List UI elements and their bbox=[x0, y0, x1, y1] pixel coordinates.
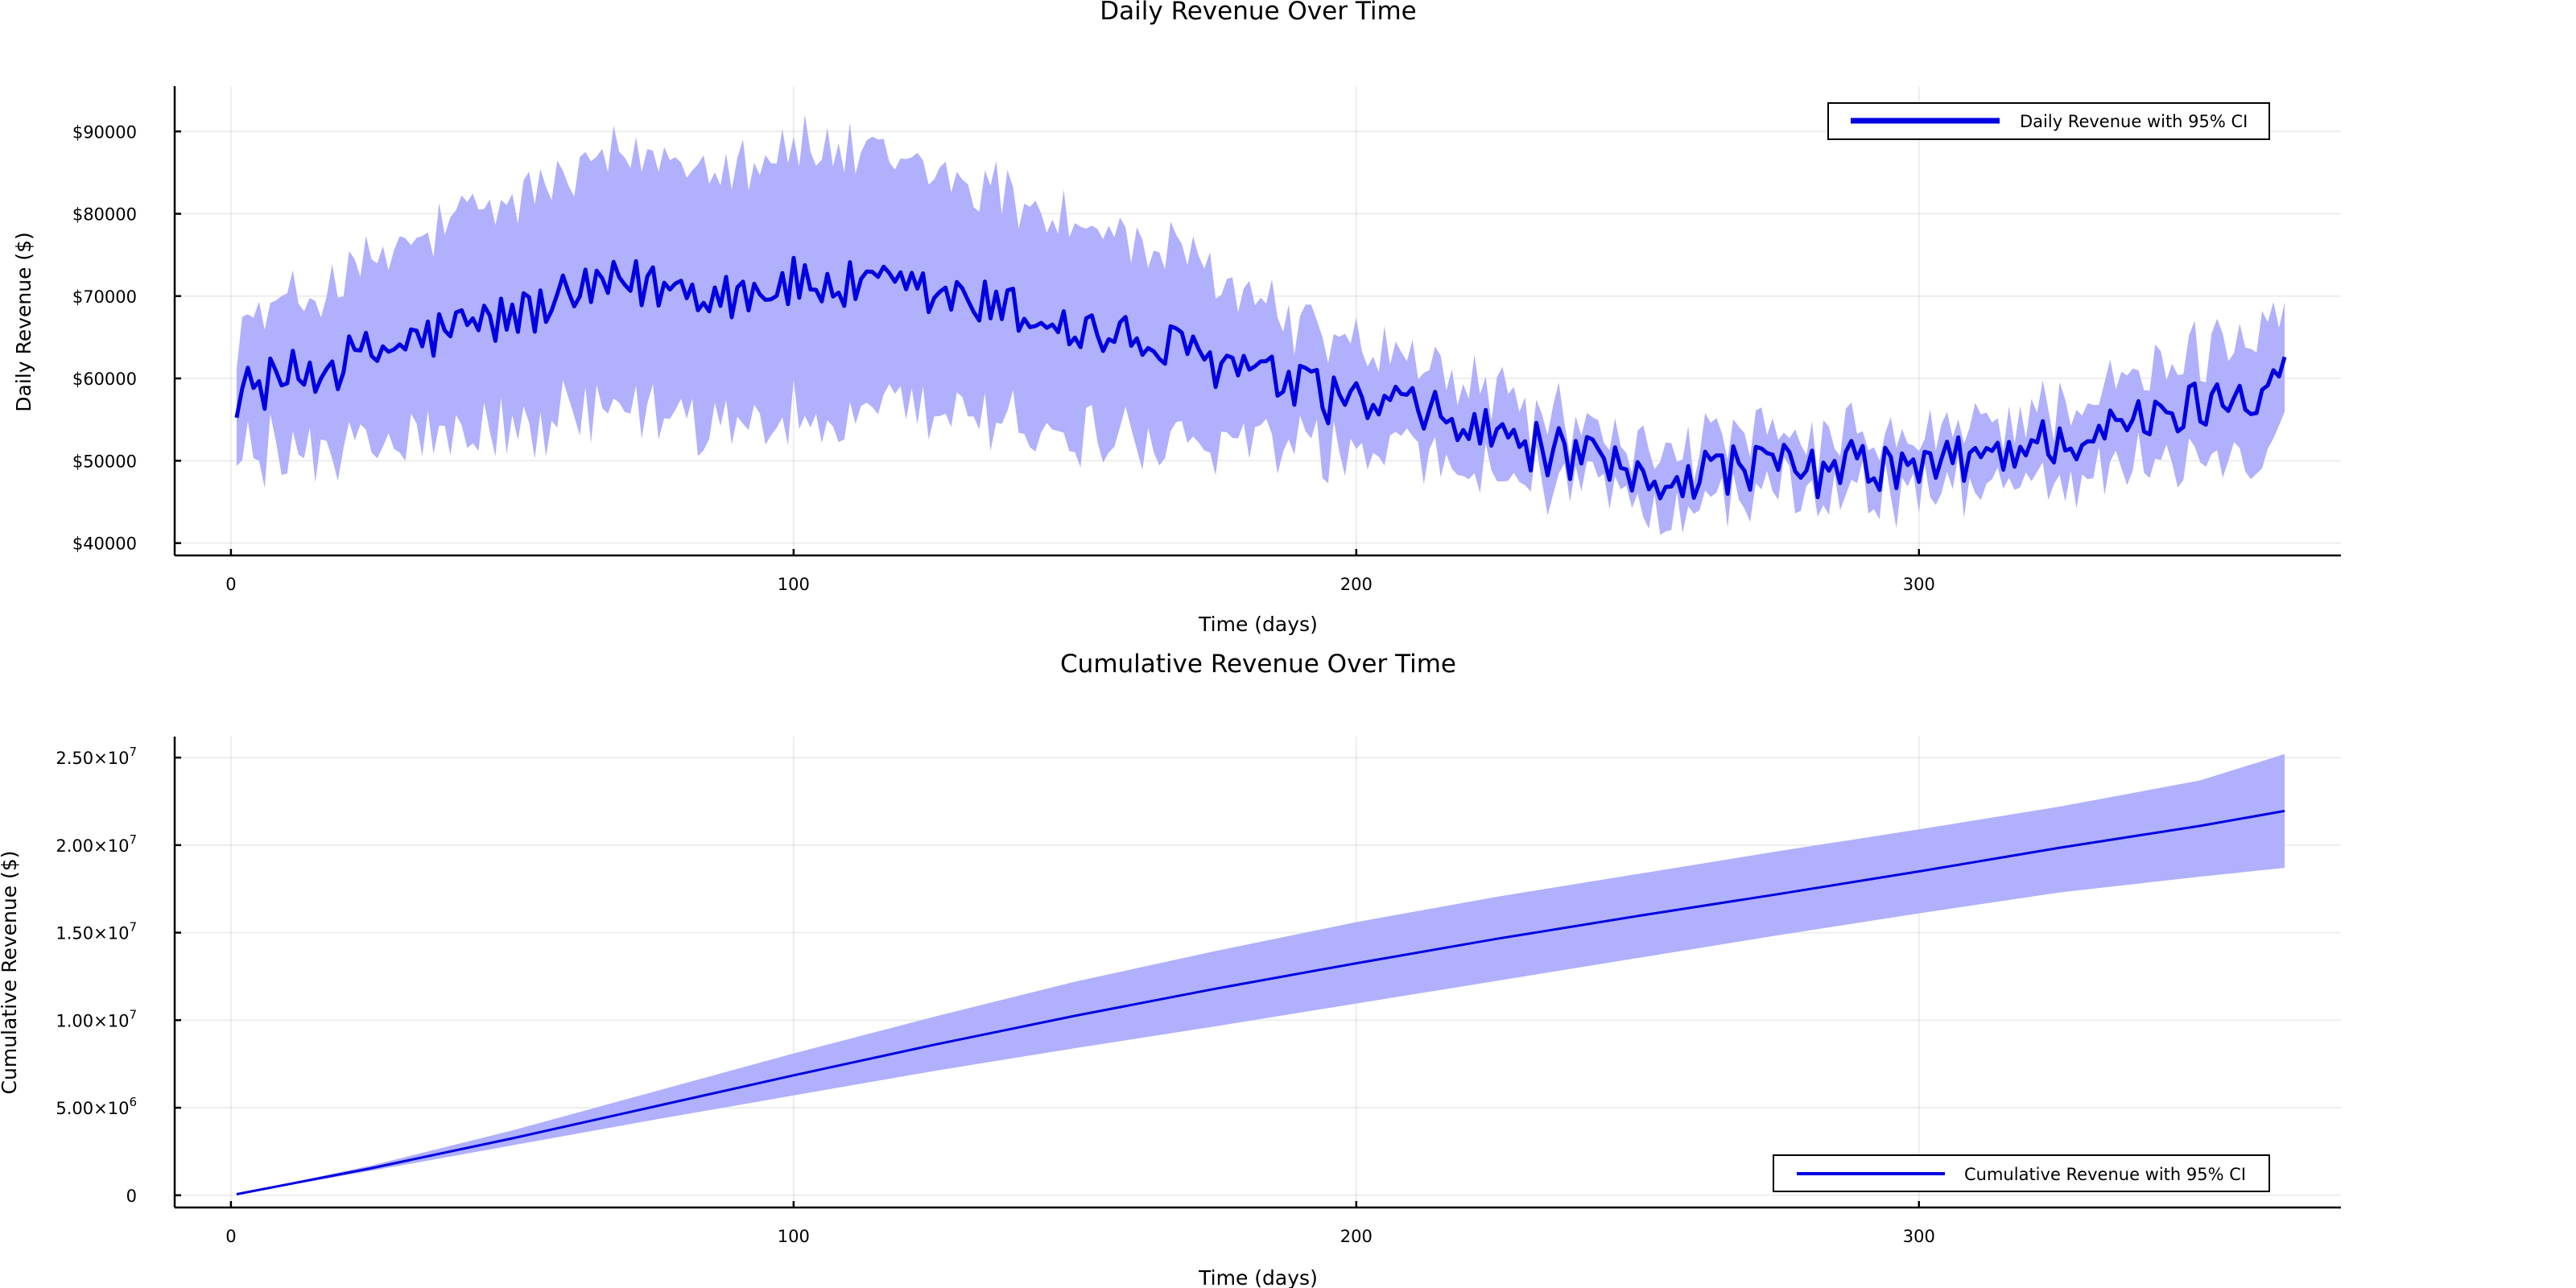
daily-revenue-panel: Daily Revenue Over Time 0 100 200 300 $4000… bbox=[12, 0, 2341, 636]
y-tick-label: $40000 bbox=[72, 535, 137, 554]
y-tick-label: $60000 bbox=[72, 369, 137, 389]
x-axis-label: Time (days) bbox=[1198, 1266, 1318, 1288]
legend: Cumulative Revenue with 95% CI bbox=[1773, 1154, 2270, 1192]
chart-title: Daily Revenue Over Time bbox=[1100, 0, 1416, 26]
x-tick-labels: 0 100 200 300 bbox=[225, 1227, 1935, 1246]
axes bbox=[173, 86, 2341, 557]
y-tick-label: 1.00×107 bbox=[56, 1007, 137, 1030]
legend-label: Daily Revenue with 95% CI bbox=[2020, 112, 2248, 131]
chart-title: Cumulative Revenue Over Time bbox=[1060, 650, 1456, 679]
x-tick-label: 100 bbox=[778, 1227, 810, 1246]
y-tick-label: 2.00×107 bbox=[56, 832, 137, 856]
x-tick-labels: 0 100 200 300 bbox=[225, 575, 1935, 594]
x-tick-label: 0 bbox=[225, 575, 236, 594]
x-tick-label: 200 bbox=[1340, 575, 1373, 594]
legend-label: Cumulative Revenue with 95% CI bbox=[1964, 1165, 2246, 1184]
x-tick-label: 300 bbox=[1903, 575, 1935, 594]
y-tick-label: 2.50×107 bbox=[56, 745, 137, 768]
x-axis-label: Time (days) bbox=[1198, 613, 1318, 636]
ci-band bbox=[236, 114, 2285, 535]
y-tick-label: 0 bbox=[126, 1187, 137, 1206]
ci-band-area bbox=[236, 114, 2285, 535]
y-tick-labels: $40000 $50000 $60000 $70000 $80000 $90000 bbox=[72, 122, 137, 553]
x-tick-label: 100 bbox=[778, 575, 810, 594]
cumulative-revenue-panel: Cumulative Revenue Over Time 0 100 200 300 … bbox=[0, 650, 2341, 1288]
series-line bbox=[234, 255, 2287, 501]
legend: Daily Revenue with 95% CI bbox=[1827, 102, 2270, 140]
y-axis-label: Cumulative Revenue ($) bbox=[0, 851, 21, 1095]
series-line-path bbox=[236, 809, 2285, 1195]
ci-band-area bbox=[236, 753, 2285, 1195]
series-line bbox=[236, 809, 2285, 1195]
series-line-path bbox=[234, 255, 2287, 501]
ci-band bbox=[236, 753, 2285, 1195]
axes bbox=[173, 737, 2341, 1209]
x-tick-label: 300 bbox=[1903, 1227, 1935, 1246]
y-tick-label: $50000 bbox=[72, 452, 137, 471]
y-axis-label: Daily Revenue ($) bbox=[12, 232, 35, 411]
y-tick-label: 1.50×107 bbox=[56, 920, 137, 943]
y-tick-label: $70000 bbox=[72, 287, 137, 307]
y-tick-label: $80000 bbox=[72, 205, 137, 225]
x-tick-label: 0 bbox=[225, 1227, 236, 1246]
y-tick-label: $90000 bbox=[72, 122, 137, 142]
x-tick-label: 200 bbox=[1340, 1227, 1373, 1246]
y-tick-label: 5.00×106 bbox=[56, 1095, 137, 1118]
y-tick-labels: 0 5.00×106 1.00×107 1.50×107 2.00×107 2.50×10… bbox=[56, 745, 137, 1206]
